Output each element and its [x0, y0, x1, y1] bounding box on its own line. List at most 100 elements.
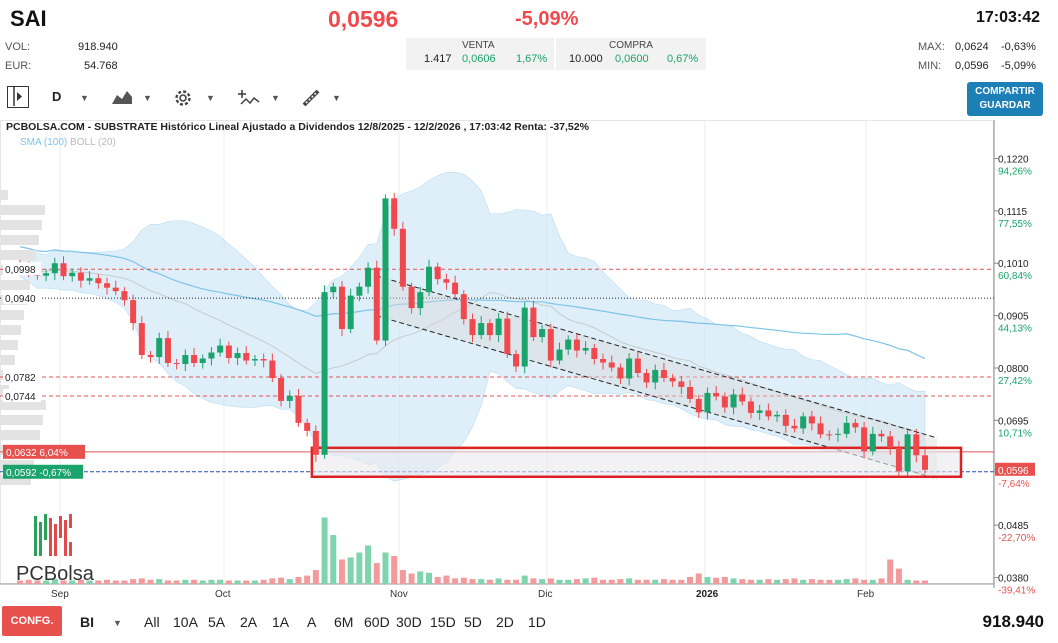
candle[interactable]: [365, 267, 372, 287]
candle[interactable]: [191, 355, 198, 364]
candle[interactable]: [669, 377, 676, 382]
candle[interactable]: [425, 266, 432, 293]
period-button-10a[interactable]: 10A: [173, 614, 198, 630]
candle[interactable]: [556, 349, 563, 361]
candle[interactable]: [765, 410, 772, 417]
candle[interactable]: [739, 394, 746, 402]
channel-upper-line[interactable]: [375, 275, 938, 439]
candle[interactable]: [495, 318, 502, 336]
candle[interactable]: [417, 292, 424, 309]
candle[interactable]: [260, 359, 267, 361]
period-button-5d[interactable]: 5D: [464, 614, 482, 630]
chevron-down-icon[interactable]: ▼: [80, 93, 89, 103]
candle[interactable]: [251, 359, 258, 361]
candle[interactable]: [678, 381, 685, 387]
scale-mode-selector[interactable]: BI: [80, 614, 94, 630]
period-button-1d[interactable]: 1D: [528, 614, 546, 630]
candle[interactable]: [852, 422, 859, 428]
candle[interactable]: [721, 396, 728, 408]
candle[interactable]: [756, 410, 763, 413]
candle[interactable]: [121, 291, 128, 301]
candle[interactable]: [652, 369, 659, 383]
candle[interactable]: [208, 352, 215, 359]
candle[interactable]: [460, 294, 467, 320]
candle[interactable]: [730, 394, 737, 408]
candle[interactable]: [695, 398, 702, 413]
chart-type-icon[interactable]: [111, 88, 133, 111]
candle[interactable]: [182, 355, 189, 365]
candle[interactable]: [86, 278, 93, 281]
candle[interactable]: [312, 430, 319, 455]
sma-legend[interactable]: SMA (100): [20, 137, 68, 148]
candle[interactable]: [69, 272, 76, 277]
candle[interactable]: [295, 395, 302, 423]
candle[interactable]: [904, 434, 911, 472]
candle[interactable]: [77, 272, 84, 281]
candle[interactable]: [217, 345, 224, 353]
candle[interactable]: [922, 455, 928, 470]
candle[interactable]: [321, 292, 328, 455]
candle[interactable]: [626, 358, 633, 379]
candle[interactable]: [347, 295, 354, 330]
channel-lower-line[interactable]: [375, 315, 938, 480]
candle[interactable]: [704, 392, 711, 413]
candle[interactable]: [817, 423, 824, 435]
candle[interactable]: [878, 433, 885, 437]
period-button-1a[interactable]: 1A: [272, 614, 290, 630]
candle[interactable]: [660, 369, 667, 378]
candle[interactable]: [408, 286, 415, 309]
candle[interactable]: [834, 433, 841, 435]
candle[interactable]: [478, 323, 485, 336]
candle[interactable]: [469, 319, 476, 336]
candle[interactable]: [338, 286, 345, 330]
candle[interactable]: [112, 287, 119, 292]
gear-icon[interactable]: [172, 87, 194, 114]
candle[interactable]: [199, 358, 206, 364]
chevron-down-icon[interactable]: ▼: [332, 93, 341, 103]
indicators-icon[interactable]: [238, 88, 260, 113]
candle[interactable]: [747, 401, 754, 413]
candle[interactable]: [573, 339, 580, 351]
period-button-2d[interactable]: 2D: [496, 614, 514, 630]
period-button-5a[interactable]: 5A: [208, 614, 226, 630]
period-button-6m[interactable]: 6M: [334, 614, 354, 630]
candle[interactable]: [521, 307, 528, 367]
candle[interactable]: [634, 358, 641, 373]
candle[interactable]: [887, 436, 894, 448]
candle[interactable]: [234, 353, 241, 359]
period-button-a[interactable]: A: [307, 614, 317, 630]
candle[interactable]: [434, 266, 441, 280]
candle[interactable]: [399, 228, 406, 287]
candle[interactable]: [173, 363, 180, 365]
candle[interactable]: [330, 286, 337, 293]
chevron-down-icon[interactable]: ▼: [143, 93, 152, 103]
candle[interactable]: [808, 416, 815, 424]
candle[interactable]: [687, 386, 694, 399]
candle[interactable]: [138, 323, 145, 356]
chevron-down-icon[interactable]: ▼: [271, 93, 280, 103]
candle[interactable]: [895, 447, 902, 472]
candle[interactable]: [591, 348, 598, 360]
candle[interactable]: [869, 433, 876, 452]
candle[interactable]: [539, 329, 546, 338]
period-button-15d[interactable]: 15D: [430, 614, 456, 630]
chevron-down-icon[interactable]: ▼: [206, 93, 215, 103]
candle[interactable]: [60, 263, 67, 277]
candle[interactable]: [782, 414, 789, 426]
candle[interactable]: [774, 414, 781, 417]
candle[interactable]: [95, 278, 102, 284]
candle[interactable]: [843, 422, 850, 434]
period-button-2a[interactable]: 2A: [240, 614, 258, 630]
candle[interactable]: [826, 434, 833, 436]
candle[interactable]: [43, 273, 50, 276]
candle[interactable]: [130, 300, 137, 324]
candle[interactable]: [530, 307, 537, 338]
candle[interactable]: [513, 354, 520, 367]
period-button-all[interactable]: All: [144, 614, 160, 630]
candle[interactable]: [565, 339, 572, 350]
candle[interactable]: [443, 279, 450, 283]
sidebar-toggle-icon[interactable]: [7, 86, 29, 108]
candle[interactable]: [617, 367, 624, 379]
candle[interactable]: [104, 283, 111, 288]
